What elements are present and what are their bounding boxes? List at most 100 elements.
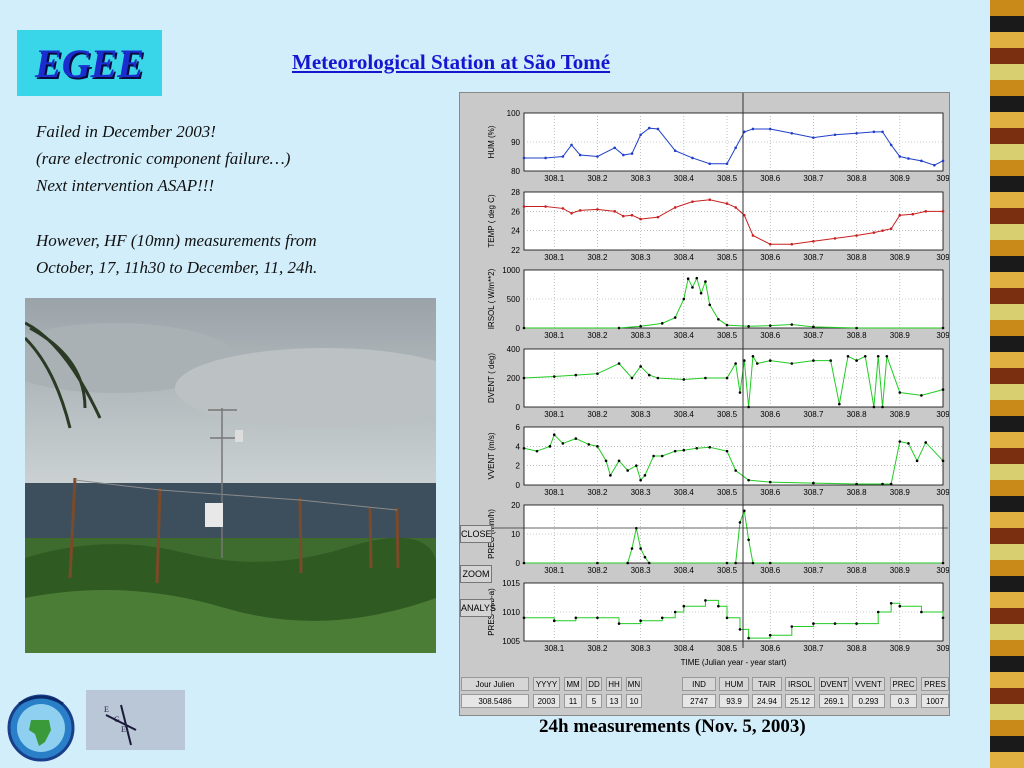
- data-point: [691, 156, 694, 160]
- y-axis-label-irsol: IRSOL ( W/m**2): [487, 268, 496, 329]
- data-point: [604, 459, 608, 463]
- y-tick-label: 0: [516, 481, 521, 490]
- x-tick-label: 308.4: [674, 644, 695, 653]
- zoom-button[interactable]: ZOOM: [460, 565, 492, 583]
- x-tick-label: 308.4: [674, 253, 695, 262]
- data-point: [626, 469, 629, 472]
- data-point: [907, 442, 910, 445]
- data-point: [924, 441, 928, 444]
- data-point: [881, 229, 884, 232]
- data-point: [570, 143, 573, 147]
- data-point: [561, 155, 565, 158]
- data-point: [768, 127, 772, 131]
- x-tick-label: 308.3: [631, 566, 652, 575]
- readout-header: YYYY: [533, 677, 560, 691]
- data-point: [643, 555, 647, 559]
- data-point: [708, 303, 712, 307]
- data-point: [751, 127, 755, 131]
- y-axis-label-vvent: VVENT (m/s): [487, 432, 496, 479]
- data-point: [742, 509, 746, 513]
- data-point: [626, 561, 629, 565]
- data-point: [855, 132, 858, 135]
- x-tick-label: 308.9: [890, 253, 911, 262]
- note-line-2: (rare electronic component failure…): [36, 149, 291, 168]
- y-tick-label: 24: [511, 227, 520, 236]
- data-point: [660, 616, 664, 620]
- station-photo: [25, 298, 436, 653]
- series-line-irsol: [524, 276, 943, 329]
- readout-value: 24.94: [752, 694, 782, 708]
- data-point: [578, 153, 582, 157]
- note-line-1: Failed in December 2003!: [36, 122, 216, 141]
- x-tick-label: 308.7: [803, 174, 824, 183]
- data-point: [734, 206, 737, 209]
- data-point: [812, 359, 815, 362]
- readout-header: HUM: [719, 677, 749, 691]
- data-point: [544, 205, 547, 208]
- data-point: [544, 156, 547, 160]
- data-point: [812, 481, 815, 485]
- plot-area-vvent: [523, 426, 944, 486]
- x-tick-label: 308.3: [631, 410, 652, 419]
- y-tick-label: 26: [511, 207, 520, 216]
- plot-area-prec: [523, 504, 944, 564]
- data-point: [522, 156, 526, 160]
- x-tick-label: 308.2: [587, 410, 608, 419]
- readout-value: 11: [564, 694, 582, 708]
- data-point: [639, 133, 642, 137]
- analys-button[interactable]: ANALYS: [460, 599, 496, 617]
- x-tick-label: 308.7: [803, 331, 824, 340]
- data-point: [751, 561, 755, 565]
- data-point: [734, 146, 737, 150]
- x-tick-label: 308.9: [890, 174, 911, 183]
- data-point: [881, 130, 884, 134]
- svg-text:E: E: [121, 725, 126, 734]
- x-tick-label: 308.4: [674, 566, 695, 575]
- x-tick-label: 309: [936, 566, 949, 575]
- data-point: [941, 616, 945, 620]
- data-point: [660, 454, 664, 458]
- x-tick-label: 308.5: [717, 253, 738, 262]
- x-tick-label: 308.9: [890, 331, 911, 340]
- data-point: [790, 625, 794, 628]
- x-axis-label: TIME (Julian year - year start): [681, 658, 787, 667]
- data-point: [898, 391, 902, 394]
- readout-value: 25.12: [785, 694, 815, 708]
- data-point: [755, 362, 759, 365]
- x-tick-label: 308.6: [760, 566, 781, 575]
- data-point: [656, 215, 660, 219]
- y-tick-label: 1010: [502, 608, 520, 617]
- y-tick-label: 6: [516, 423, 521, 432]
- y-tick-label: 10: [511, 530, 520, 539]
- data-point: [561, 207, 565, 210]
- data-point: [647, 373, 651, 377]
- x-tick-label: 308.2: [587, 174, 608, 183]
- data-point: [596, 208, 599, 211]
- data-point: [790, 323, 794, 326]
- data-point: [738, 521, 742, 524]
- data-point: [920, 159, 923, 163]
- y-tick-label: 1005: [502, 637, 520, 646]
- readout-header: VVENT: [852, 677, 885, 691]
- data-point: [578, 209, 582, 212]
- x-tick-label: 308.4: [674, 331, 695, 340]
- y-tick-label: 0: [516, 559, 521, 568]
- data-point: [941, 326, 945, 330]
- close-button[interactable]: CLOSE: [460, 525, 492, 543]
- data-point: [734, 469, 737, 472]
- data-point: [635, 464, 638, 467]
- data-point: [911, 212, 915, 216]
- data-point: [738, 391, 742, 394]
- data-point: [682, 448, 686, 452]
- y-tick-label: 4: [516, 442, 521, 451]
- data-point: [915, 459, 919, 463]
- readout-header: PRES: [921, 677, 949, 691]
- x-tick-label: 308.5: [717, 566, 738, 575]
- data-point: [691, 200, 694, 203]
- note-line-3: Next intervention ASAP!!!: [36, 176, 215, 195]
- x-tick-label: 308.8: [847, 253, 868, 262]
- data-point: [863, 354, 867, 358]
- y-tick-label: 400: [507, 345, 521, 354]
- data-point: [881, 482, 884, 486]
- series-line-temp: [524, 199, 943, 245]
